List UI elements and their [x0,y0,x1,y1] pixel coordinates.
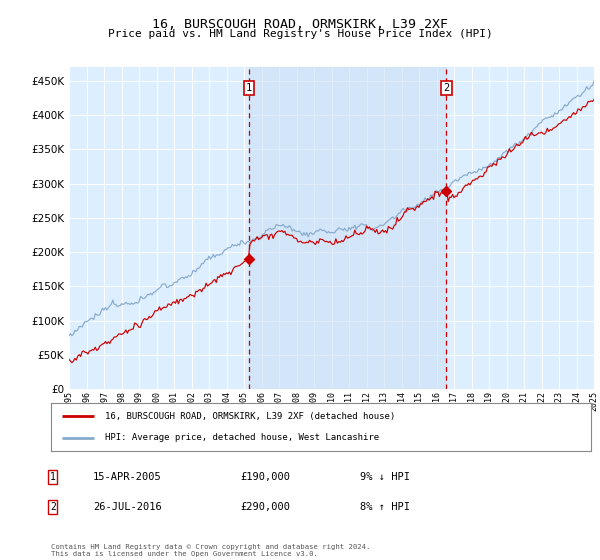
Bar [249,67,446,389]
Text: 2: 2 [443,83,449,93]
Text: £190,000: £190,000 [240,472,290,482]
Text: 16, BURSCOUGH ROAD, ORMSKIRK, L39 2XF (detached house): 16, BURSCOUGH ROAD, ORMSKIRK, L39 2XF (d… [105,412,395,421]
Text: 2: 2 [50,502,56,512]
Text: HPI: Average price, detached house, West Lancashire: HPI: Average price, detached house, West… [105,433,379,442]
Text: £290,000: £290,000 [240,502,290,512]
Text: 1: 1 [50,472,56,482]
Text: 1: 1 [246,83,252,93]
Text: 8% ↑ HPI: 8% ↑ HPI [360,502,410,512]
Text: Contains HM Land Registry data © Crown copyright and database right 2024.
This d: Contains HM Land Registry data © Crown c… [51,544,370,557]
Text: Price paid vs. HM Land Registry's House Price Index (HPI): Price paid vs. HM Land Registry's House … [107,29,493,39]
Text: 16, BURSCOUGH ROAD, ORMSKIRK, L39 2XF: 16, BURSCOUGH ROAD, ORMSKIRK, L39 2XF [152,18,448,31]
Text: 15-APR-2005: 15-APR-2005 [93,472,162,482]
Text: 9% ↓ HPI: 9% ↓ HPI [360,472,410,482]
Text: 26-JUL-2016: 26-JUL-2016 [93,502,162,512]
